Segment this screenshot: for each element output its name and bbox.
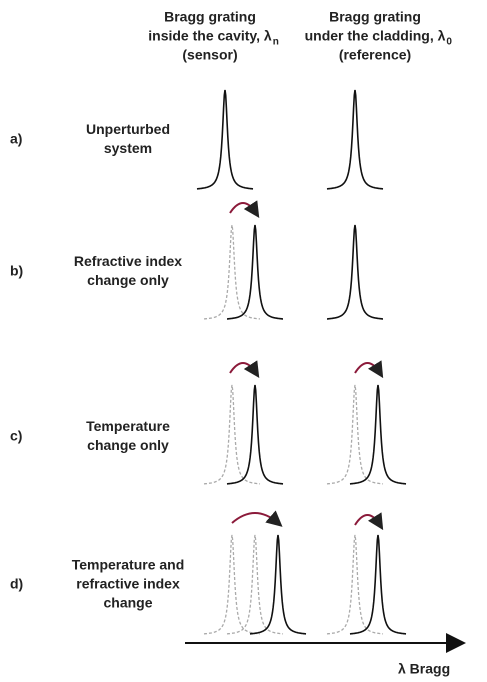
peak <box>226 384 284 485</box>
column-header: inside the cavity, λ <box>148 28 272 44</box>
row-letter: b) <box>10 263 23 279</box>
subscript: n <box>273 37 279 48</box>
peak <box>326 89 384 190</box>
shifted-from-peak <box>203 384 261 485</box>
row-letter: a) <box>10 131 22 147</box>
column-header: Bragg grating <box>329 9 421 25</box>
shifted-from-peak <box>326 384 384 485</box>
shifted-from-peak <box>203 534 261 635</box>
shift-arrow <box>229 200 260 219</box>
axis-label: λ Bragg <box>398 661 450 677</box>
peak <box>349 384 407 485</box>
shift-arrow <box>229 360 260 379</box>
peak <box>349 534 407 635</box>
row-label: refractive index <box>76 576 180 592</box>
shift-arrow <box>231 510 283 527</box>
shift-arrow <box>354 360 384 379</box>
peak <box>227 224 283 320</box>
shifted-from-peak <box>326 534 384 635</box>
row-label: Temperature and <box>72 557 185 573</box>
peak <box>249 534 307 635</box>
peak <box>327 224 383 320</box>
row-letter: d) <box>10 576 23 592</box>
column-header: under the cladding, λ <box>305 28 446 44</box>
subscript: 0 <box>446 37 452 48</box>
shifted-from-peak <box>226 534 284 635</box>
row-label: change only <box>87 437 169 453</box>
row-label: change only <box>87 272 169 288</box>
row-letter: c) <box>10 428 22 444</box>
column-header: (sensor) <box>182 47 237 63</box>
shift-arrow <box>354 512 384 531</box>
peak <box>196 89 254 190</box>
shifted-from-peak <box>204 224 260 320</box>
row-label: Unperturbed <box>86 121 170 137</box>
column-header: (reference) <box>339 47 411 63</box>
row-label: Temperature <box>86 418 170 434</box>
row-label: Refractive index <box>74 253 182 269</box>
row-label: system <box>104 140 152 156</box>
row-label: change <box>103 595 152 611</box>
column-header: Bragg grating <box>164 9 256 25</box>
